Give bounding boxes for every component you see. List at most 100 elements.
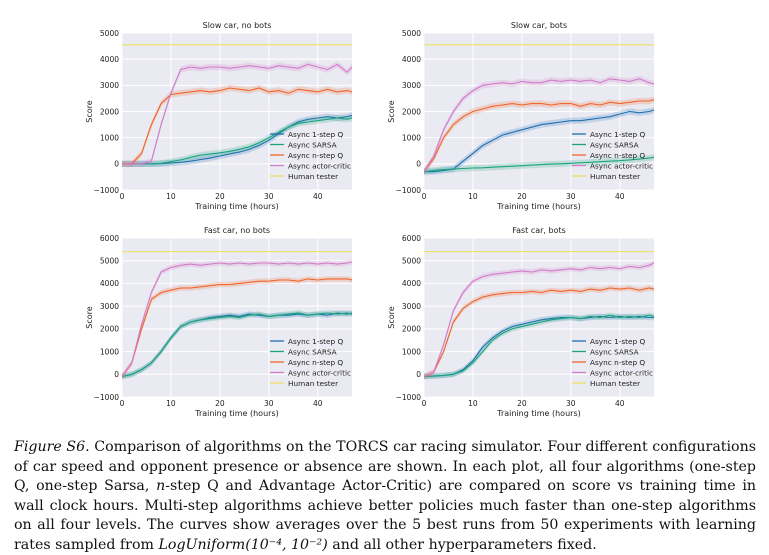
y-axis-label: Score (387, 100, 396, 122)
caption-text-end: and all other hyperparameters fixed. (332, 536, 597, 553)
caption-text-part2: -step Q and Advantage Actor-Critic) are … (14, 478, 756, 553)
series-line (424, 156, 654, 173)
charts-svg: Slow car, no bots−1000010002000300040005… (85, 21, 654, 418)
y-tick-label: 4000 (402, 55, 421, 64)
x-tick-label: 30 (264, 192, 274, 201)
legend-label: Human tester (288, 172, 338, 181)
legend-label: Async actor-critic (288, 368, 351, 377)
y-axis-label: Score (387, 306, 396, 328)
y-tick-label: 3000 (100, 302, 119, 311)
x-tick-label: 10 (166, 192, 176, 201)
y-tick-label: 2000 (402, 325, 421, 334)
series-line (424, 314, 654, 378)
series-band (424, 107, 654, 175)
series-line (122, 278, 352, 377)
y-tick-label: 0 (416, 160, 421, 169)
x-axis-label: Training time (hours) (194, 202, 278, 211)
legend-label: Human tester (590, 379, 640, 388)
caption-label: Figure S6. (14, 439, 90, 455)
legend-label: Async 1-step Q (288, 337, 343, 346)
legend-label: Async n-step Q (288, 151, 343, 160)
chart-title: Slow car, bots (511, 21, 567, 30)
y-tick-label: 2000 (100, 107, 119, 116)
chart-panel-1: Slow car, no bots−1000010002000300040005… (85, 21, 352, 211)
x-tick-label: 20 (215, 192, 225, 201)
y-tick-label: 0 (114, 370, 119, 379)
series-line (122, 63, 352, 165)
legend-label: Async 1-step Q (288, 130, 343, 139)
chart-panel-2: Slow car, bots−1000010002000300040005000… (387, 21, 654, 211)
caption-n-symbol: n (156, 478, 166, 494)
y-tick-label: 4000 (100, 279, 119, 288)
legend-label: Async SARSA (288, 140, 337, 149)
legend-label: Human tester (288, 379, 338, 388)
x-tick-label: 20 (517, 399, 527, 408)
legend-label: Async 1-step Q (590, 337, 645, 346)
legend-label: Async n-step Q (590, 151, 645, 160)
x-tick-label: 0 (422, 192, 427, 201)
y-tick-label: −1000 (94, 393, 120, 402)
series-line (122, 87, 352, 165)
legend-label: Async n-step Q (590, 358, 645, 367)
y-tick-label: −1000 (396, 186, 422, 195)
y-tick-label: 3000 (100, 81, 119, 90)
series-line (424, 262, 654, 378)
y-tick-label: 4000 (402, 279, 421, 288)
series-lines (424, 44, 654, 175)
x-tick-label: 40 (615, 192, 625, 201)
y-tick-label: 6000 (100, 234, 119, 243)
y-tick-label: 5000 (402, 29, 421, 38)
series-line (122, 117, 352, 165)
legend-label: Async SARSA (590, 347, 639, 356)
y-tick-label: 1000 (402, 133, 421, 142)
y-tick-label: 0 (114, 160, 119, 169)
series-line (424, 109, 654, 173)
series-lines (424, 251, 654, 380)
series-line (424, 315, 654, 378)
x-tick-label: 30 (264, 399, 274, 408)
x-tick-label: 20 (215, 399, 225, 408)
chart-panel-3: Fast car, no bots−1000010002000300040005… (85, 226, 352, 418)
x-tick-label: 10 (468, 399, 478, 408)
x-tick-label: 10 (468, 192, 478, 201)
y-tick-label: 1000 (402, 347, 421, 356)
x-tick-label: 40 (615, 399, 625, 408)
caption-text-part1: Comparison of algorithms on the TORCS ca… (14, 439, 756, 494)
y-tick-label: 3000 (402, 81, 421, 90)
legend-label: Async actor-critic (590, 368, 653, 377)
legend-label: Async actor-critic (590, 161, 653, 170)
x-tick-label: 40 (313, 399, 323, 408)
series-band (122, 112, 352, 167)
x-tick-label: 0 (120, 192, 125, 201)
series-band (122, 114, 352, 167)
x-tick-label: 20 (517, 192, 527, 201)
y-tick-label: 6000 (402, 234, 421, 243)
x-tick-label: 0 (120, 399, 125, 408)
legend-label: Async SARSA (288, 347, 337, 356)
series-band (122, 61, 352, 167)
figure-caption: Figure S6. Comparison of algorithms on t… (14, 438, 756, 555)
y-tick-label: 5000 (100, 29, 119, 38)
x-tick-label: 30 (566, 399, 576, 408)
y-tick-label: 1000 (100, 347, 119, 356)
series-line (424, 287, 654, 378)
y-tick-label: 4000 (100, 55, 119, 64)
y-tick-label: −1000 (94, 186, 120, 195)
chart-title: Fast car, no bots (204, 226, 270, 235)
y-axis-label: Score (85, 306, 94, 328)
x-tick-label: 30 (566, 192, 576, 201)
legend-label: Async actor-critic (288, 161, 351, 170)
x-axis-label: Training time (hours) (496, 409, 580, 418)
legend-label: Human tester (590, 172, 640, 181)
x-axis-label: Training time (hours) (194, 409, 278, 418)
y-tick-label: 0 (416, 370, 421, 379)
legend-label: Async 1-step Q (590, 130, 645, 139)
series-lines (122, 44, 352, 167)
y-tick-label: 5000 (402, 257, 421, 266)
chart-title: Fast car, bots (512, 226, 566, 235)
series-line (424, 78, 654, 172)
y-tick-label: 1000 (100, 133, 119, 142)
